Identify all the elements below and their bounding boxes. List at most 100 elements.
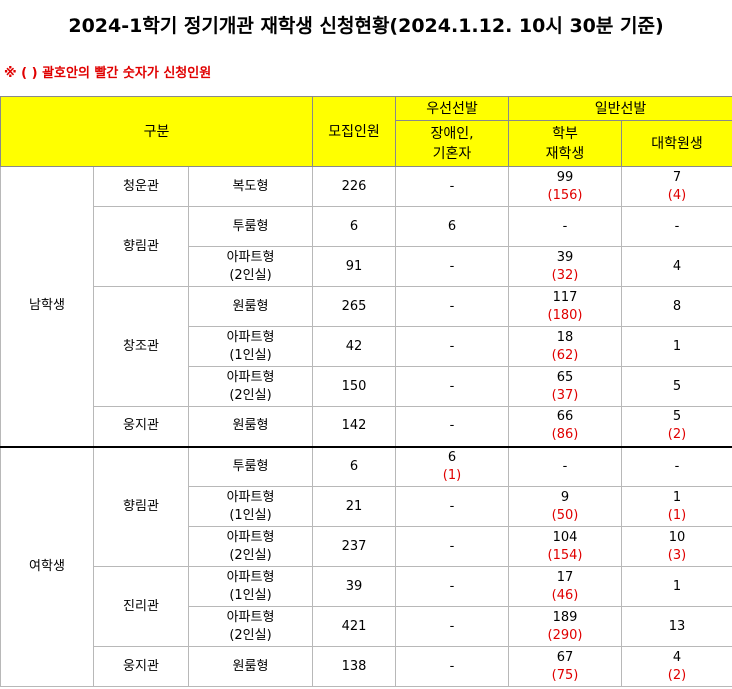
type-line: 원룸형 — [232, 418, 269, 434]
grad-value: 10 — [668, 529, 686, 545]
type-cell: 아파트형 (2인실) — [188, 366, 313, 407]
undergrad-value: 39 — [556, 249, 574, 265]
capacity-cell: 42 — [312, 326, 396, 367]
undergrad-cell: 189 (290) — [508, 606, 622, 647]
undergrad-value: 117 — [552, 289, 578, 305]
capacity-cell: 142 — [312, 406, 396, 448]
undergrad-applicants: (37) — [551, 387, 579, 403]
undergrad-cell: 39 (32) — [508, 246, 622, 287]
table-row: 진리관 아파트형 (1인실) 39-17 (46) 1 — [1, 566, 732, 647]
hall-cell: 청운관 — [93, 166, 189, 207]
type-cell: 아파트형 (1인실) — [188, 326, 313, 367]
priority-cell: - — [395, 286, 509, 327]
table-row: 아파트형 (1인실) 21-9 (50) 1 (1) — [1, 486, 732, 527]
grad-value: 4 — [672, 649, 682, 665]
capacity-cell: 226 — [312, 166, 396, 207]
hall-cell: 향림관 — [93, 446, 189, 567]
group-cell: 여학생 — [0, 446, 94, 687]
undergrad-value: 99 — [556, 169, 574, 185]
grad-cell: 4 (2) — [621, 646, 732, 687]
type-line: (1인실) — [229, 347, 272, 363]
grad-cell: 7 (4) — [621, 166, 732, 207]
undergrad-cell: - — [508, 446, 622, 487]
undergrad-applicants: (290) — [547, 627, 583, 643]
grad-applicants: (1) — [667, 507, 687, 523]
grad-cell: 1 — [621, 566, 732, 607]
type-line: 아파트형 — [226, 529, 275, 545]
type-cell: 원룸형 — [188, 406, 313, 448]
priority-value: 6 — [447, 449, 457, 465]
capacity-cell: 6 — [312, 446, 396, 487]
priority-cell: - — [395, 606, 509, 647]
capacity-cell: 39 — [312, 566, 396, 607]
type-line: 아파트형 — [226, 569, 275, 585]
grad-cell: 5 — [621, 366, 732, 407]
undergrad-cell: 104 (154) — [508, 526, 622, 567]
capacity-cell: 138 — [312, 646, 396, 687]
grad-applicants: (2) — [667, 667, 687, 683]
type-line: 아파트형 — [226, 249, 275, 265]
type-line: 아파트형 — [226, 369, 275, 385]
priority-cell: - — [395, 526, 509, 567]
capacity-cell: 265 — [312, 286, 396, 327]
undergrad-value: 18 — [556, 329, 574, 345]
type-cell: 아파트형 (1인실) — [188, 486, 313, 527]
type-line: 원룸형 — [232, 298, 269, 314]
table-row: 여학생 향림관 투룸형 6 6 (1) - - — [0, 446, 732, 687]
grad-value: 1 — [672, 489, 682, 505]
priority-cell: - — [395, 486, 509, 527]
type-cell: 투룸형 — [188, 446, 313, 487]
header-general: 일반선발 — [508, 96, 732, 121]
header-priority-sub-line1: 장애인, — [430, 125, 474, 142]
undergrad-cell: 65 (37) — [508, 366, 622, 407]
grad-cell: 4 — [621, 246, 732, 287]
priority-cell: - — [395, 646, 509, 687]
header-priority-sub-line2: 기혼자 — [432, 145, 472, 162]
grad-cell: - — [621, 446, 732, 487]
hall-cell: 창조관 — [93, 286, 189, 407]
grad-value: 5 — [672, 409, 682, 425]
undergrad-cell: 67 (75) — [508, 646, 622, 687]
undergrad-applicants: (86) — [551, 427, 579, 443]
undergrad-cell: 99 (156) — [508, 166, 622, 207]
header-undergrad-line2: 재학생 — [545, 145, 585, 162]
header-capacity: 모집인원 — [312, 96, 396, 167]
undergrad-applicants: (75) — [551, 667, 579, 683]
undergrad-applicants: (62) — [551, 347, 579, 363]
grad-value: 7 — [672, 169, 682, 185]
type-cell: 원룸형 — [188, 286, 313, 327]
undergrad-cell: 17 (46) — [508, 566, 622, 607]
type-line: (2인실) — [229, 387, 272, 403]
undergrad-cell: 66 (86) — [508, 406, 622, 448]
capacity-cell: 21 — [312, 486, 396, 527]
header-undergrad-line1: 학부 — [552, 125, 578, 142]
table-row: 창조관 원룸형 265- 117 (180) 8 — [1, 286, 732, 407]
type-line: 투룸형 — [232, 218, 269, 234]
type-cell: 투룸형 — [188, 206, 313, 247]
capacity-cell: 150 — [312, 366, 396, 407]
priority-cell: 6 — [395, 206, 509, 247]
priority-applicants: (1) — [442, 467, 462, 483]
undergrad-value: 17 — [556, 569, 574, 585]
table-row: 아파트형 (2인실) 150- 65 (37) 5 — [1, 366, 732, 407]
undergrad-value: 67 — [556, 649, 574, 665]
hall-cell: 진리관 — [93, 566, 189, 647]
table-row: 아파트형 (1인실) 42- 18 (62) 1 — [1, 326, 732, 367]
grad-cell: 13 — [621, 606, 732, 647]
type-cell: 원룸형 — [188, 646, 313, 687]
undergrad-value: 9 — [560, 489, 570, 505]
type-line: (2인실) — [229, 627, 272, 643]
undergrad-value: 65 — [556, 369, 574, 385]
capacity-cell: 421 — [312, 606, 396, 647]
priority-cell: - — [395, 566, 509, 607]
grad-cell: - — [621, 206, 732, 247]
undergrad-applicants: (50) — [551, 507, 579, 523]
type-line: 원룸형 — [232, 658, 269, 674]
application-status-table: 구분 모집인원 우선선발 일반선발 장애인, 기혼자 학부 재학생 대학원생 남… — [0, 96, 732, 687]
undergrad-value: 104 — [552, 529, 578, 545]
grad-cell: 1 (1) — [621, 486, 732, 527]
grad-cell: 8 — [621, 286, 732, 327]
grad-cell: 1 — [621, 326, 732, 367]
undergrad-applicants: (180) — [547, 307, 583, 323]
table-row: 향림관 투룸형 6 6- - — [1, 206, 732, 287]
